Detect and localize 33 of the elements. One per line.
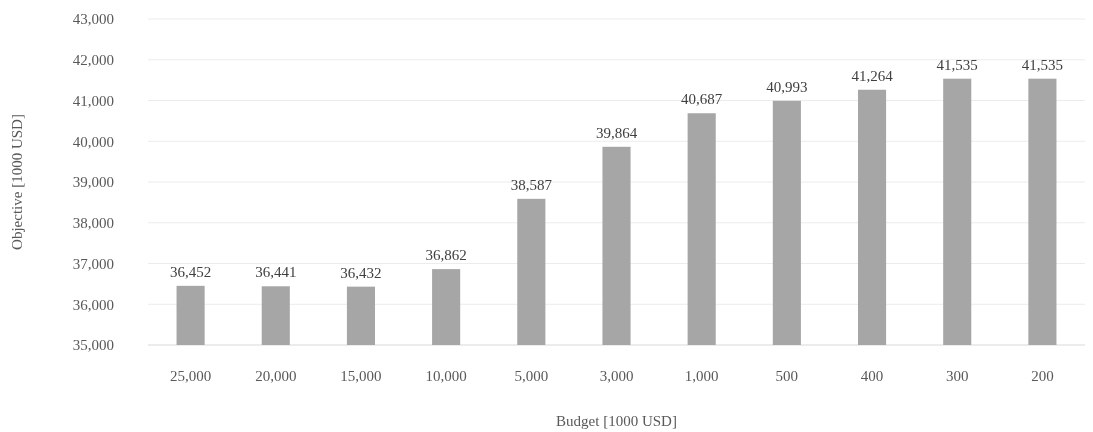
y-tick-label: 43,000 (72, 11, 114, 28)
x-tick-label: 3,000 (599, 368, 634, 384)
x-tick-label: 15,000 (340, 368, 382, 384)
y-tick-label: 41,000 (72, 92, 114, 109)
y-tick-label: 39,000 (72, 174, 114, 191)
data-label: 36,452 (169, 263, 212, 280)
y-tick-label: 42,000 (72, 52, 114, 68)
y-tick-label: 40,000 (72, 133, 114, 150)
x-tick-label: 300 (945, 368, 969, 384)
x-tick-label: 200 (1031, 368, 1054, 384)
data-label: 36,862 (425, 247, 467, 264)
data-label: 41,264 (851, 67, 894, 84)
data-label: 41,535 (1021, 56, 1064, 73)
y-tick-label: 35,000 (72, 337, 114, 354)
x-tick-label: 20,000 (255, 368, 297, 384)
data-label: 36,441 (255, 264, 297, 281)
x-tick-label: 500 (775, 368, 799, 384)
x-tick-label: 10,000 (425, 368, 467, 384)
data-label: 38,587 (510, 176, 553, 193)
x-tick-label: 25,000 (169, 368, 212, 384)
data-label: 36,432 (340, 264, 382, 281)
x-tick-label: 1,000 (684, 368, 719, 384)
data-label: 39,864 (595, 124, 638, 141)
x-axis-title: Budget [1000 USD] (556, 413, 677, 429)
y-tick-label: 38,000 (72, 215, 114, 231)
data-label: 40,993 (766, 78, 808, 95)
y-tick-label: 37,000 (72, 255, 114, 272)
data-label: 41,535 (936, 56, 978, 73)
x-tick-label: 400 (860, 368, 884, 384)
x-tick-label: 5,000 (514, 368, 549, 384)
y-tick-label: 36,000 (72, 296, 114, 313)
data-label: 40,687 (681, 91, 723, 108)
y-axis-title: Objective [1000 USD] (9, 114, 25, 250)
